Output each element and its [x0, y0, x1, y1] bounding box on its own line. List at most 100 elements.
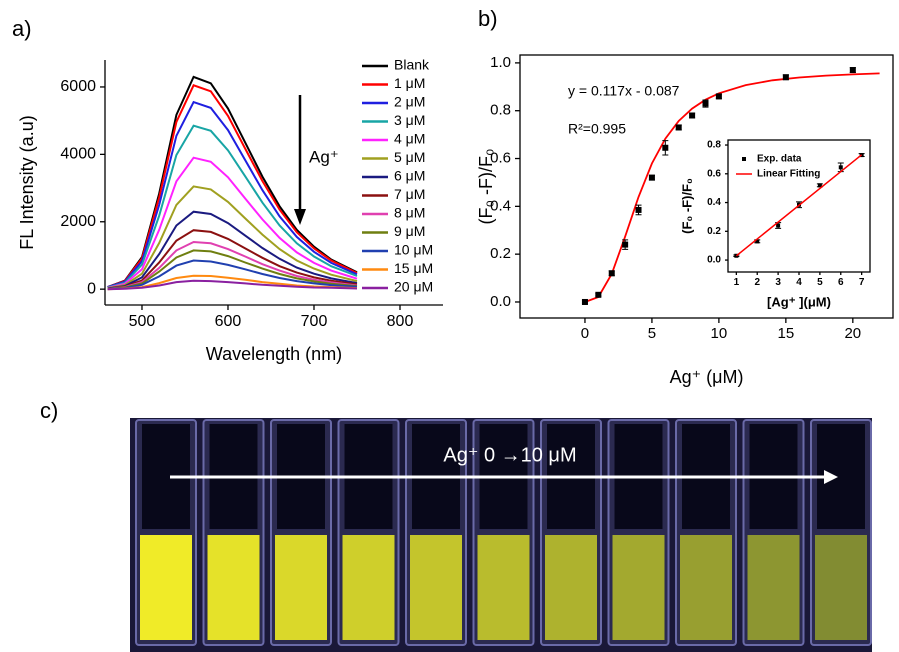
photo-caption: Ag⁺ 0 →10 μM	[443, 444, 576, 466]
legend-label: 10 μM	[394, 242, 433, 258]
spectrum-line	[107, 124, 358, 289]
spectrum-line	[107, 210, 358, 290]
data-point	[782, 74, 789, 81]
x-tick-label: 3	[775, 277, 781, 288]
y-tick-label: 0.2	[707, 226, 721, 237]
x-tick-label: 20	[844, 325, 861, 342]
x-tick-label: 10	[711, 325, 728, 342]
spectrum-line	[107, 259, 358, 290]
data-point	[838, 165, 843, 170]
legend-label: 8 μM	[394, 205, 425, 221]
data-point	[715, 93, 722, 100]
y-tick-label: 0.6	[707, 168, 721, 179]
cuvette-liquid	[612, 535, 665, 640]
x-tick-label: 5	[817, 277, 823, 288]
legend-label: 2 μM	[394, 94, 425, 110]
spectrum-line	[107, 279, 358, 291]
x-tick-label: 6	[838, 277, 844, 288]
legend-label: 15 μM	[394, 260, 433, 276]
x-tick-label: 15	[778, 325, 795, 342]
legend-label: 9 μM	[394, 223, 425, 239]
cuvette-liquid	[410, 535, 462, 640]
spectrum-line	[107, 156, 358, 289]
y-axis-title: (F₀ -F)/F₀	[679, 178, 694, 234]
x-tick-label: 700	[301, 313, 328, 330]
data-point	[608, 270, 615, 277]
fit-line	[735, 154, 863, 257]
y-tick-label: 6000	[60, 78, 96, 95]
data-point	[734, 253, 739, 258]
spectrum-line	[107, 100, 358, 289]
data-point	[689, 112, 696, 119]
fit-curve	[584, 72, 880, 303]
legend-swatch	[742, 157, 746, 161]
y-tick-label: 0.0	[707, 255, 721, 266]
y-tick-label: 2000	[60, 213, 96, 230]
legend-label: 6 μM	[394, 168, 425, 184]
x-tick-label: 1	[734, 277, 740, 288]
data-point	[622, 241, 629, 248]
r-squared: R²=0.995	[568, 121, 626, 137]
y-tick-label: 0	[87, 280, 96, 297]
y-axis-title: FL Intensity (a.u)	[17, 115, 37, 249]
y-tick-label: 0.8	[490, 102, 511, 119]
data-point	[635, 206, 642, 213]
data-point	[675, 124, 682, 131]
legend-label: Blank	[394, 57, 430, 73]
legend-label: 7 μM	[394, 186, 425, 202]
spectrum-line	[107, 249, 358, 290]
x-tick-label: 4	[796, 277, 802, 288]
y-tick-label: 0.6	[490, 149, 511, 166]
x-tick-label: 600	[215, 313, 242, 330]
x-tick-label: 2	[754, 277, 760, 288]
legend-label: 3 μM	[394, 112, 425, 128]
x-axis-title: Ag⁺ (μM)	[670, 367, 744, 387]
cuvette-liquid	[342, 535, 395, 640]
legend-label: 5 μM	[394, 149, 425, 165]
spectrum-line	[107, 274, 358, 291]
data-point	[849, 67, 856, 74]
x-tick-label: 800	[387, 313, 414, 330]
legend-label: Linear Fitting	[757, 169, 820, 180]
cuvette-liquid	[275, 535, 327, 640]
cuvette-liquid	[680, 535, 732, 640]
data-point	[776, 223, 781, 228]
data-point	[662, 144, 669, 151]
equation: y = 0.117x - 0.087	[568, 83, 680, 99]
x-tick-label: 500	[129, 313, 156, 330]
spectrum-line	[107, 84, 358, 289]
spectrum-line	[107, 229, 358, 290]
legend-label: 20 μM	[394, 279, 433, 295]
plot-frame	[519, 54, 894, 319]
y-tick-label: 0.4	[707, 197, 721, 208]
data-point	[817, 183, 822, 188]
photo-arrowhead	[824, 470, 838, 484]
y-tick-label: 4000	[60, 146, 96, 163]
legend-label: Exp. data	[757, 154, 802, 165]
legend-label: 4 μM	[394, 131, 425, 147]
x-axis-title: Wavelength (nm)	[206, 344, 342, 364]
x-tick-label: 5	[648, 325, 656, 342]
y-tick-label: 0.0	[490, 293, 511, 310]
x-tick-label: 0	[581, 325, 589, 342]
cuvette-liquid	[140, 535, 192, 640]
data-point	[595, 291, 602, 298]
panel-label: a)	[12, 16, 32, 41]
cuvette-liquid	[747, 535, 800, 640]
cuvette-liquid	[207, 535, 260, 640]
legend-label: 1 μM	[394, 75, 425, 91]
x-tick-label: 7	[859, 277, 865, 288]
annotation: Ag⁺	[309, 147, 339, 166]
data-point	[755, 239, 760, 244]
panel-label: b)	[478, 6, 498, 31]
y-tick-label: 0.2	[490, 245, 511, 262]
spectrum-line	[107, 240, 358, 290]
data-point	[648, 174, 655, 181]
cuvette-liquid	[815, 535, 867, 640]
spectrum-line	[107, 185, 358, 290]
data-point	[581, 298, 588, 305]
panel-label: c)	[40, 398, 58, 423]
y-tick-label: 1.0	[490, 54, 511, 71]
cuvette-liquid	[477, 535, 530, 640]
